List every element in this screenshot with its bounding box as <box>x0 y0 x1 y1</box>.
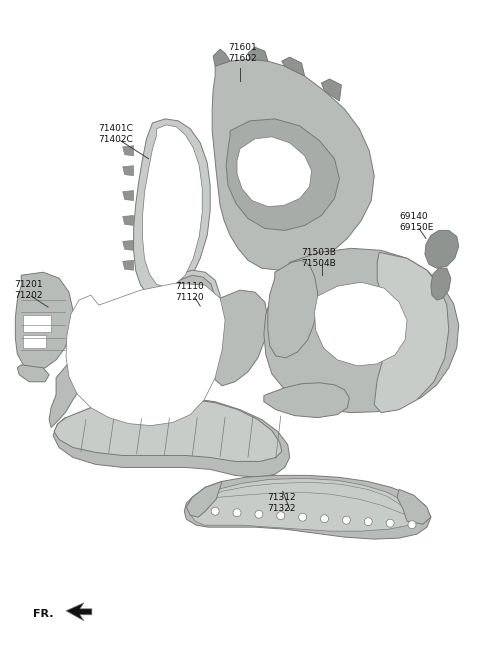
Polygon shape <box>264 249 459 413</box>
Text: 71120: 71120 <box>175 293 204 302</box>
Polygon shape <box>123 146 133 155</box>
Circle shape <box>277 512 285 520</box>
Polygon shape <box>145 270 220 412</box>
Circle shape <box>211 507 219 515</box>
Polygon shape <box>66 283 225 426</box>
Text: 71110: 71110 <box>175 282 204 291</box>
Polygon shape <box>282 57 305 76</box>
Polygon shape <box>66 603 92 621</box>
Polygon shape <box>212 290 268 386</box>
Polygon shape <box>123 191 133 201</box>
Circle shape <box>386 519 394 527</box>
Polygon shape <box>268 260 318 358</box>
Text: 71402C: 71402C <box>98 135 132 144</box>
Polygon shape <box>374 253 449 413</box>
Polygon shape <box>200 482 407 515</box>
Text: 71201: 71201 <box>14 280 43 289</box>
Polygon shape <box>190 478 417 531</box>
Circle shape <box>299 513 307 521</box>
Polygon shape <box>237 137 312 207</box>
Polygon shape <box>158 276 215 405</box>
Circle shape <box>321 515 328 523</box>
Circle shape <box>342 516 350 524</box>
Polygon shape <box>54 399 282 461</box>
Polygon shape <box>213 49 230 66</box>
Polygon shape <box>431 268 451 300</box>
Text: 69140: 69140 <box>399 213 428 222</box>
Polygon shape <box>212 59 374 270</box>
Polygon shape <box>53 398 290 478</box>
Polygon shape <box>123 260 133 270</box>
Polygon shape <box>123 240 133 251</box>
Text: 71401C: 71401C <box>98 124 132 133</box>
Polygon shape <box>123 215 133 226</box>
Text: 69150E: 69150E <box>399 224 433 232</box>
Polygon shape <box>226 119 339 230</box>
Text: 71504B: 71504B <box>301 259 336 268</box>
Polygon shape <box>17 365 49 382</box>
Polygon shape <box>264 382 349 418</box>
Text: FR.: FR. <box>33 609 54 619</box>
Polygon shape <box>15 272 73 370</box>
Circle shape <box>233 509 241 517</box>
Polygon shape <box>123 166 133 176</box>
Polygon shape <box>248 47 268 61</box>
Text: 71312: 71312 <box>267 493 296 502</box>
Polygon shape <box>143 125 202 287</box>
Polygon shape <box>425 230 459 268</box>
Polygon shape <box>322 79 341 101</box>
Circle shape <box>255 510 263 518</box>
Polygon shape <box>49 355 96 428</box>
Text: 71601: 71601 <box>228 43 257 52</box>
Polygon shape <box>23 315 51 332</box>
Circle shape <box>364 518 372 525</box>
Polygon shape <box>314 282 407 366</box>
Text: 71602: 71602 <box>228 54 257 63</box>
Polygon shape <box>186 482 222 517</box>
Polygon shape <box>23 335 46 348</box>
Polygon shape <box>145 129 196 281</box>
Circle shape <box>408 521 416 529</box>
Polygon shape <box>397 489 431 524</box>
Polygon shape <box>133 119 210 298</box>
Text: 71202: 71202 <box>14 291 43 300</box>
Text: 71503B: 71503B <box>301 249 336 257</box>
Polygon shape <box>184 476 431 539</box>
Text: 71322: 71322 <box>267 504 295 513</box>
